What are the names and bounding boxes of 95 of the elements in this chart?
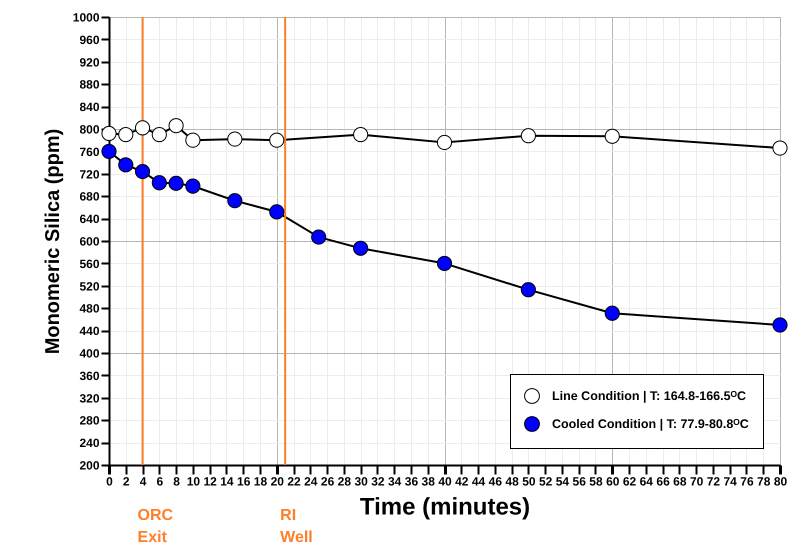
point <box>353 127 368 142</box>
x-tick-label: 50 <box>522 474 536 488</box>
point <box>101 126 117 142</box>
point <box>353 240 368 256</box>
x-tick-label: 48 <box>505 474 520 488</box>
point <box>520 128 536 144</box>
x-tick-label: 20 <box>270 474 284 488</box>
x-tick-label: 36 <box>404 474 418 488</box>
point <box>772 140 788 156</box>
x-tick-label: 54 <box>556 474 570 488</box>
point <box>101 144 117 159</box>
y-tick-label: 1000 <box>72 10 100 24</box>
point <box>772 317 788 333</box>
x-tick-label: 68 <box>673 474 687 488</box>
point <box>168 118 184 134</box>
x-tick-label: 64 <box>640 474 654 488</box>
y-tick-label: 960 <box>79 32 100 47</box>
x-tick-label: 18 <box>254 474 268 488</box>
x-tick-label: 6 <box>156 474 164 488</box>
y-tick-label: 840 <box>79 100 100 114</box>
x-tick-label: 80 <box>774 474 788 488</box>
x-tick-label: 8 <box>173 474 180 488</box>
x-tick-label: 66 <box>656 474 670 488</box>
y-tick-label: 520 <box>79 279 100 294</box>
x-tick-label: 60 <box>606 474 620 488</box>
point <box>436 256 452 271</box>
point <box>604 128 620 144</box>
y-axis-title: Monomeric Silica (ppm) <box>42 128 64 354</box>
y-tick-label: 200 <box>79 458 100 472</box>
x-tick-label: 4 <box>140 474 147 488</box>
x-tick-label: 16 <box>237 474 251 488</box>
point <box>134 164 150 180</box>
x-tick-label: 62 <box>622 474 637 488</box>
y-tick-label: 880 <box>79 78 100 92</box>
y-tick-label: 480 <box>79 302 100 316</box>
y-tick-label: 560 <box>79 256 100 271</box>
x-tick-label: 58 <box>589 474 603 488</box>
point <box>118 157 134 172</box>
y-tick-label: 800 <box>79 122 100 136</box>
x-tick-label: 78 <box>757 474 771 488</box>
point <box>269 204 284 220</box>
legend-label: Cooled Condition | T: 77.9-80.8ᴼC <box>552 417 749 431</box>
y-tick-label: 680 <box>79 190 100 204</box>
x-tick-label: 2 <box>122 474 130 488</box>
point <box>520 282 536 298</box>
x-tick-label: 12 <box>203 474 218 488</box>
point <box>311 230 326 245</box>
x-tick-label: 44 <box>472 474 486 488</box>
x-tick-label: 46 <box>488 474 502 488</box>
point <box>185 178 200 194</box>
x-tick-label: 30 <box>354 474 368 488</box>
y-tick-label: 280 <box>79 414 100 428</box>
y-tick-label: 640 <box>79 212 100 226</box>
x-tick-label: 34 <box>388 474 402 488</box>
point <box>436 134 452 150</box>
point <box>152 127 167 142</box>
point <box>269 132 284 148</box>
point <box>168 176 184 191</box>
point <box>118 127 134 142</box>
x-tick-label: 14 <box>220 474 234 488</box>
x-tick-label: 52 <box>538 474 553 488</box>
x-tick-label: 42 <box>455 474 469 488</box>
y-tick-label: 320 <box>79 391 100 406</box>
y-tick-label: 440 <box>79 324 100 338</box>
x-tick-label: 10 <box>186 474 200 488</box>
x-tick-label: 28 <box>338 474 352 488</box>
x-tick-label: 26 <box>320 474 335 488</box>
x-tick-label: 22 <box>287 474 302 488</box>
x-tick-label: 72 <box>706 474 720 488</box>
point <box>604 306 620 321</box>
y-tick-label: 240 <box>79 436 100 450</box>
point <box>134 120 150 136</box>
x-tick-label: 32 <box>371 474 385 488</box>
x-tick-label: 38 <box>422 474 436 488</box>
y-tick-label: 760 <box>79 144 100 159</box>
point <box>227 193 242 208</box>
point <box>152 175 167 190</box>
x-axis-title: Time (minutes) <box>360 494 530 520</box>
legend-label: Line Condition | T: 164.8-166.5ᴼC <box>552 389 746 403</box>
point <box>227 132 242 147</box>
y-tick-label: 920 <box>79 55 100 70</box>
y-tick-label: 600 <box>79 234 100 248</box>
x-tick-label: 24 <box>304 474 318 488</box>
ref-line-label: ORC Exit <box>138 507 174 546</box>
x-tick-label: 56 <box>572 474 586 488</box>
x-tick-label: 70 <box>690 474 704 488</box>
ref-line-label: RI Well <box>280 507 313 546</box>
y-tick-label: 400 <box>79 346 100 360</box>
y-tick-label: 720 <box>79 167 100 182</box>
x-tick-label: 40 <box>438 474 452 488</box>
point <box>185 132 200 148</box>
x-tick-label: 74 <box>723 474 738 488</box>
x-tick-label: 0 <box>106 474 114 488</box>
y-tick-label: 360 <box>79 368 100 383</box>
x-tick-label: 76 <box>740 474 754 488</box>
